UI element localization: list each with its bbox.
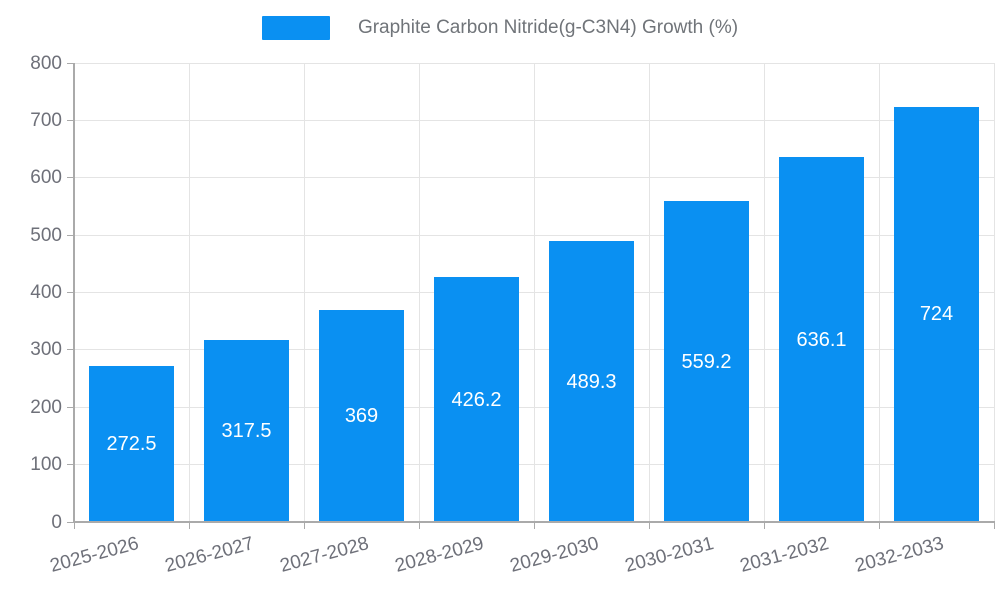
x-tick-label: 2031-2032	[737, 533, 831, 577]
y-tick-label: 0	[51, 511, 62, 533]
bar[interactable]	[894, 106, 979, 522]
x-tick-label: 2032-2033	[852, 533, 946, 577]
y-axis-tick	[67, 177, 73, 179]
x-tick-label: 2028-2029	[392, 533, 486, 577]
y-tick-label: 600	[30, 167, 62, 189]
y-tick-label: 200	[30, 396, 62, 418]
bar-value-label: 272.5	[106, 432, 157, 455]
x-tick-label: 2025-2026	[47, 533, 141, 577]
y-tick-label: 100	[30, 454, 62, 476]
gridline-vertical	[303, 63, 305, 522]
gridline-vertical	[418, 63, 420, 522]
y-axis-tick	[67, 119, 73, 121]
bar[interactable]	[89, 365, 174, 522]
x-axis-tick	[303, 523, 305, 529]
bar-value-label: 559.2	[681, 350, 732, 373]
bar[interactable]	[549, 241, 634, 522]
legend-label: Graphite Carbon Nitride(g-C3N4) Growth (…	[357, 17, 739, 38]
y-tick-label: 800	[30, 52, 62, 74]
gridline-vertical	[188, 63, 190, 522]
bar-value-label: 426.2	[451, 388, 502, 411]
bar[interactable]	[319, 310, 404, 522]
legend-item[interactable]: Graphite Carbon Nitride(g-C3N4) Growth (…	[0, 16, 1000, 40]
x-axis-line	[73, 521, 995, 523]
bar[interactable]	[434, 277, 519, 522]
x-axis-tick	[73, 523, 75, 529]
bar[interactable]	[664, 201, 749, 522]
y-axis-tick	[67, 406, 73, 408]
x-axis-tick	[418, 523, 420, 529]
y-axis-tick	[67, 62, 73, 64]
bar-value-label: 489.3	[566, 370, 617, 393]
x-axis-tick	[648, 523, 650, 529]
legend-swatch-icon	[261, 16, 330, 40]
x-tick-label: 2029-2030	[507, 533, 601, 577]
gridline-vertical	[878, 63, 880, 522]
x-tick-label: 2026-2027	[162, 533, 256, 577]
x-axis-tick	[188, 523, 190, 529]
gridline-vertical	[763, 63, 765, 522]
y-tick-label: 500	[30, 224, 62, 246]
gridline-vertical	[533, 63, 535, 522]
gridline-vertical	[648, 63, 650, 522]
bar-value-label: 636.1	[796, 328, 847, 351]
bar-value-label: 317.5	[221, 419, 272, 442]
y-axis-tick	[67, 349, 73, 351]
x-axis-tick	[993, 523, 995, 529]
x-tick-label: 2027-2028	[277, 533, 371, 577]
x-tick-label: 2030-2031	[622, 533, 716, 577]
y-axis-tick	[67, 292, 73, 293]
bar[interactable]	[204, 339, 289, 522]
y-tick-label: 300	[30, 339, 62, 361]
y-tick-label: 400	[30, 282, 62, 303]
y-axis-tick	[67, 521, 73, 523]
bar-value-label: 724	[919, 303, 954, 326]
x-axis-tick	[878, 523, 880, 529]
y-axis-line	[73, 63, 75, 523]
y-axis-tick	[67, 234, 73, 236]
bar[interactable]	[779, 157, 864, 522]
y-axis-tick	[67, 464, 73, 466]
y-tick-label: 700	[30, 109, 62, 131]
x-axis-tick	[763, 523, 765, 529]
bar-value-label: 369	[344, 405, 379, 428]
x-axis-tick	[533, 523, 535, 529]
gridline-vertical	[993, 63, 995, 522]
